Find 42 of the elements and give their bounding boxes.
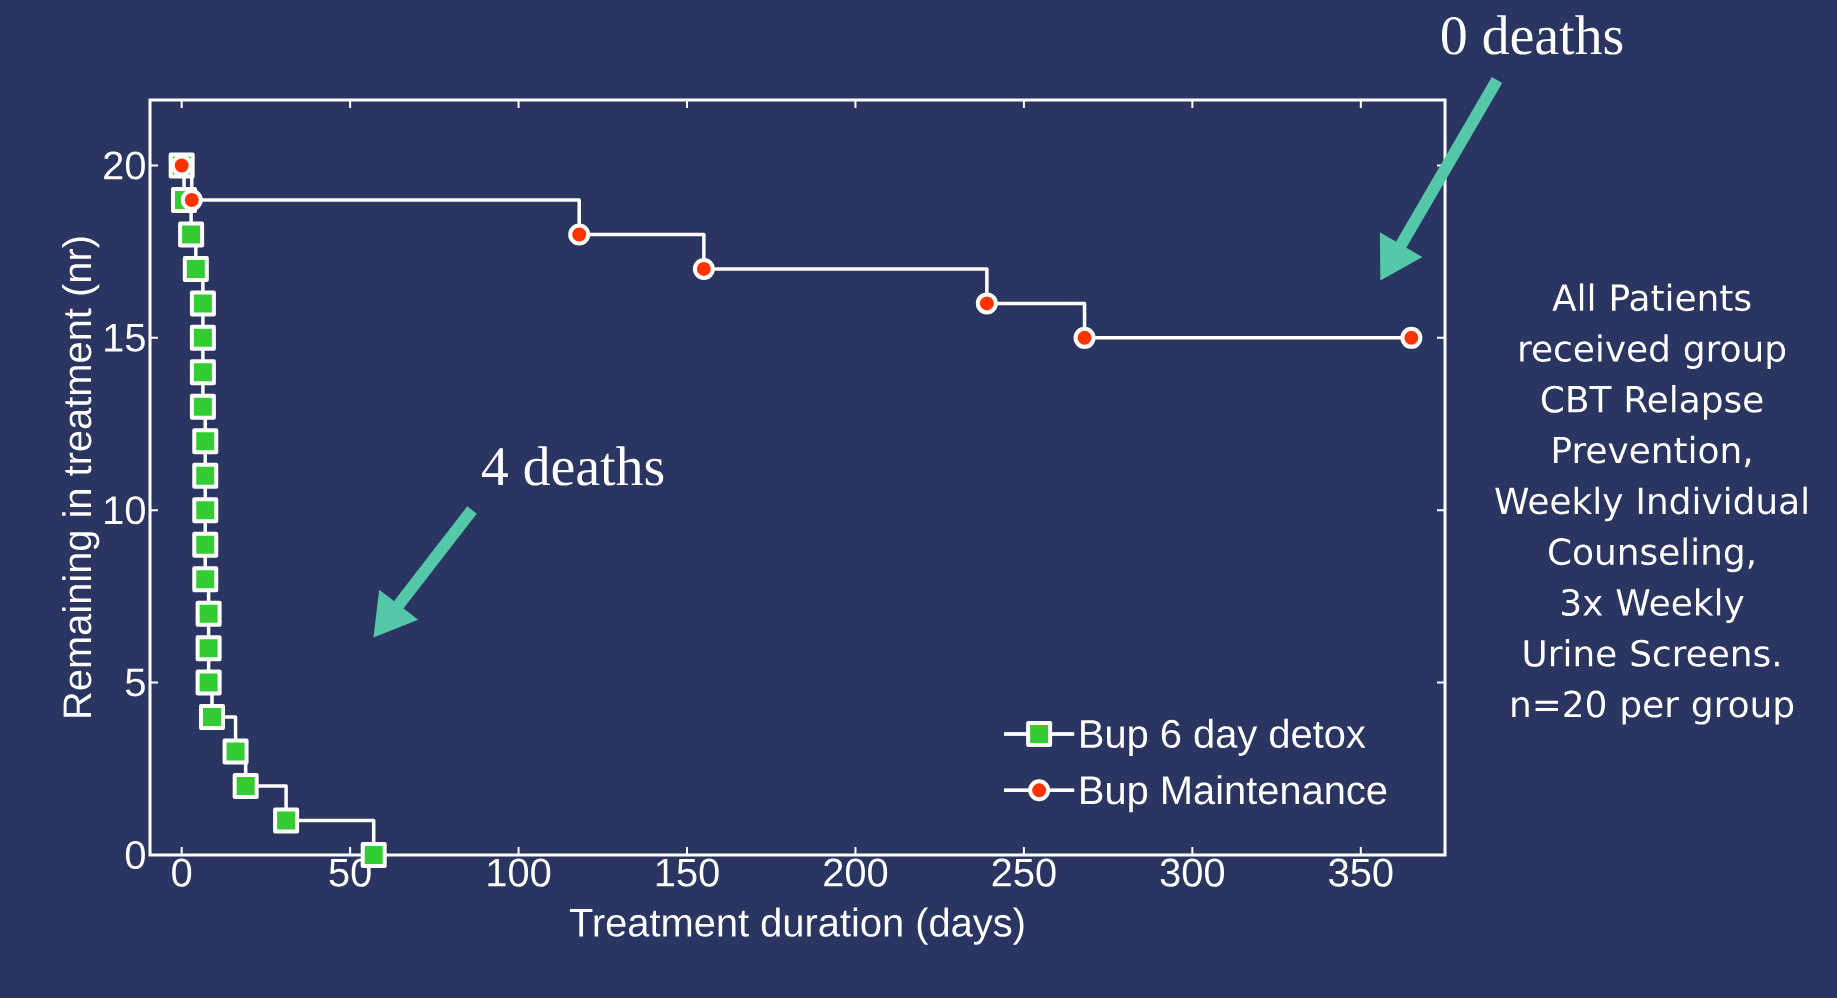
text: 0 deaths (1441, 15, 1623, 55)
point (178, 221, 205, 248)
x-tick-label: 350 (1329, 858, 1393, 887)
x-tick-label: 0 (172, 858, 192, 887)
point (192, 462, 219, 489)
point (1073, 326, 1096, 349)
point (692, 257, 715, 280)
point (180, 188, 203, 211)
point (189, 290, 216, 317)
point (195, 635, 222, 662)
point (232, 773, 259, 800)
point (192, 566, 219, 593)
point (189, 324, 216, 351)
point (182, 255, 209, 282)
y-tick-label: 5 (125, 668, 145, 697)
x-tick-label: 250 (992, 858, 1056, 887)
point (273, 807, 300, 834)
x-tick-label: 300 (1160, 858, 1225, 887)
point (975, 292, 998, 315)
point (568, 223, 591, 246)
point (222, 738, 249, 765)
x-axis-title: Treatment duration (days) (569, 907, 1024, 945)
point (189, 393, 216, 420)
point (192, 531, 219, 558)
x-tick-label: 200 (824, 858, 888, 887)
point (189, 359, 216, 386)
y-axis-title: Remaining in treatment (nr) (62, 237, 100, 717)
point (1400, 326, 1423, 349)
point (195, 600, 222, 627)
x-tick-label: 150 (656, 858, 719, 887)
y-tick-label: 20 (104, 151, 145, 180)
legend-label: Bup Maintenance (1081, 775, 1387, 813)
y-tick-label: 15 (105, 323, 145, 352)
legend-label: Bup 6 day detox (1081, 718, 1366, 756)
point (195, 669, 222, 696)
annotation: 4 deaths (481, 446, 664, 486)
x-tick-label: 100 (488, 858, 551, 887)
point (192, 497, 219, 524)
point (198, 704, 225, 731)
text: All Patients received group CBT Relapse Prevention, Weekly Individual Counseling, 3x Weekly Urine Screens. n=20 per group (1495, 283, 1807, 725)
y-tick-label: 10 (105, 496, 145, 525)
point (192, 428, 219, 455)
